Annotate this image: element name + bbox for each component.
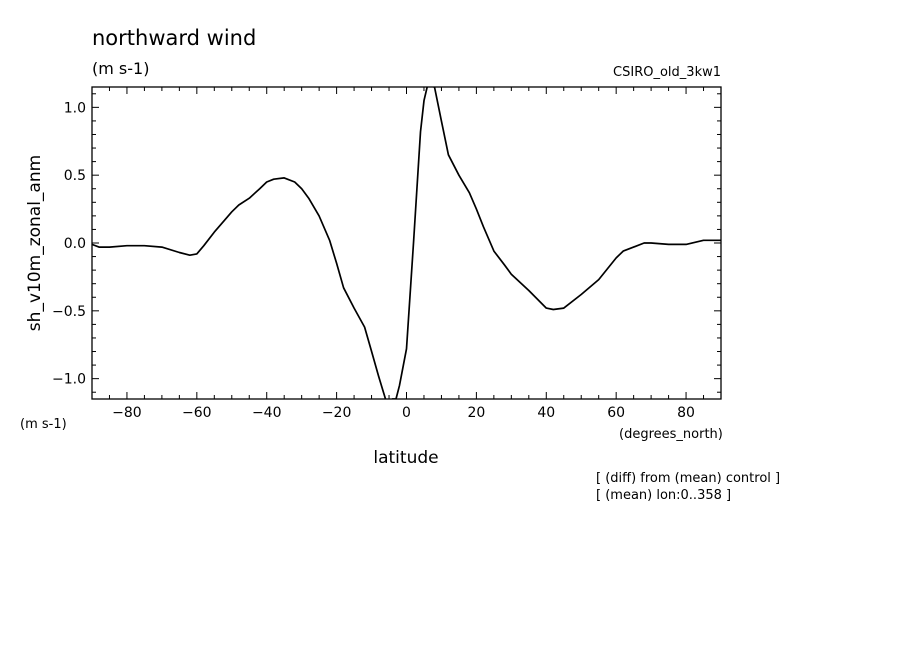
y-tick-label: 0.0: [64, 236, 86, 252]
x-tick-label: −40: [252, 405, 282, 421]
x-tick-label: 0: [402, 405, 411, 421]
x-tick-label: 60: [607, 405, 625, 421]
x-tick-label: −20: [322, 405, 352, 421]
y-tick-label: 0.5: [64, 168, 86, 184]
y-tick-label: −1.0: [52, 372, 86, 388]
x-tick-label: 80: [677, 405, 695, 421]
x-tick-label: −80: [112, 405, 142, 421]
y-tick-label: −0.5: [52, 304, 86, 320]
y-tick-label: 1.0: [64, 100, 86, 116]
y-axis: 1.0 0.5 0.0 −0.5 −1.0: [52, 93, 721, 393]
y-axis-units: (m s-1): [20, 417, 67, 432]
x-axis-label: latitude: [373, 448, 438, 468]
chart-units-label: (m s-1): [92, 59, 149, 78]
x-tick-label: 20: [467, 405, 485, 421]
x-tick-label: −60: [182, 405, 212, 421]
chart-title: northward wind: [92, 26, 256, 50]
model-label: CSIRO_old_3kw1: [613, 65, 721, 80]
note-diff: [ (diff) from (mean) control ]: [596, 471, 780, 486]
plot-frame: [91, 86, 722, 400]
y-axis-label: sh_v10m_zonal_anm: [25, 155, 45, 331]
note-mean: [ (mean) lon:0..358 ]: [596, 488, 731, 503]
series-line: [92, 87, 721, 399]
x-tick-label: 40: [537, 405, 555, 421]
x-axis-units: (degrees_north): [619, 427, 723, 442]
